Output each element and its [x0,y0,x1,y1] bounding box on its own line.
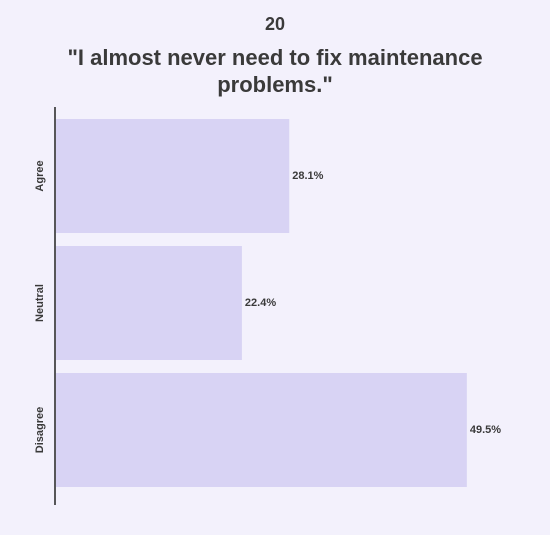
category-label-neutral: Neutral [34,284,46,322]
value-label-agree: 28.1% [292,170,323,182]
category-label-agree: Agree [34,160,46,191]
category-label-disagree: Disagree [34,407,46,453]
bar-agree [56,119,290,233]
bar-disagree [56,373,467,487]
bar-neutral [56,246,242,360]
chart-title: "I almost never need to fix maintenance … [67,45,483,97]
bars-layer: 28.1% Agree 22.4% Neutral 49.5% Disagree [34,119,501,487]
value-label-neutral: 22.4% [245,297,276,309]
question-number: 20 [264,14,286,34]
value-label-disagree: 49.5% [470,424,501,436]
